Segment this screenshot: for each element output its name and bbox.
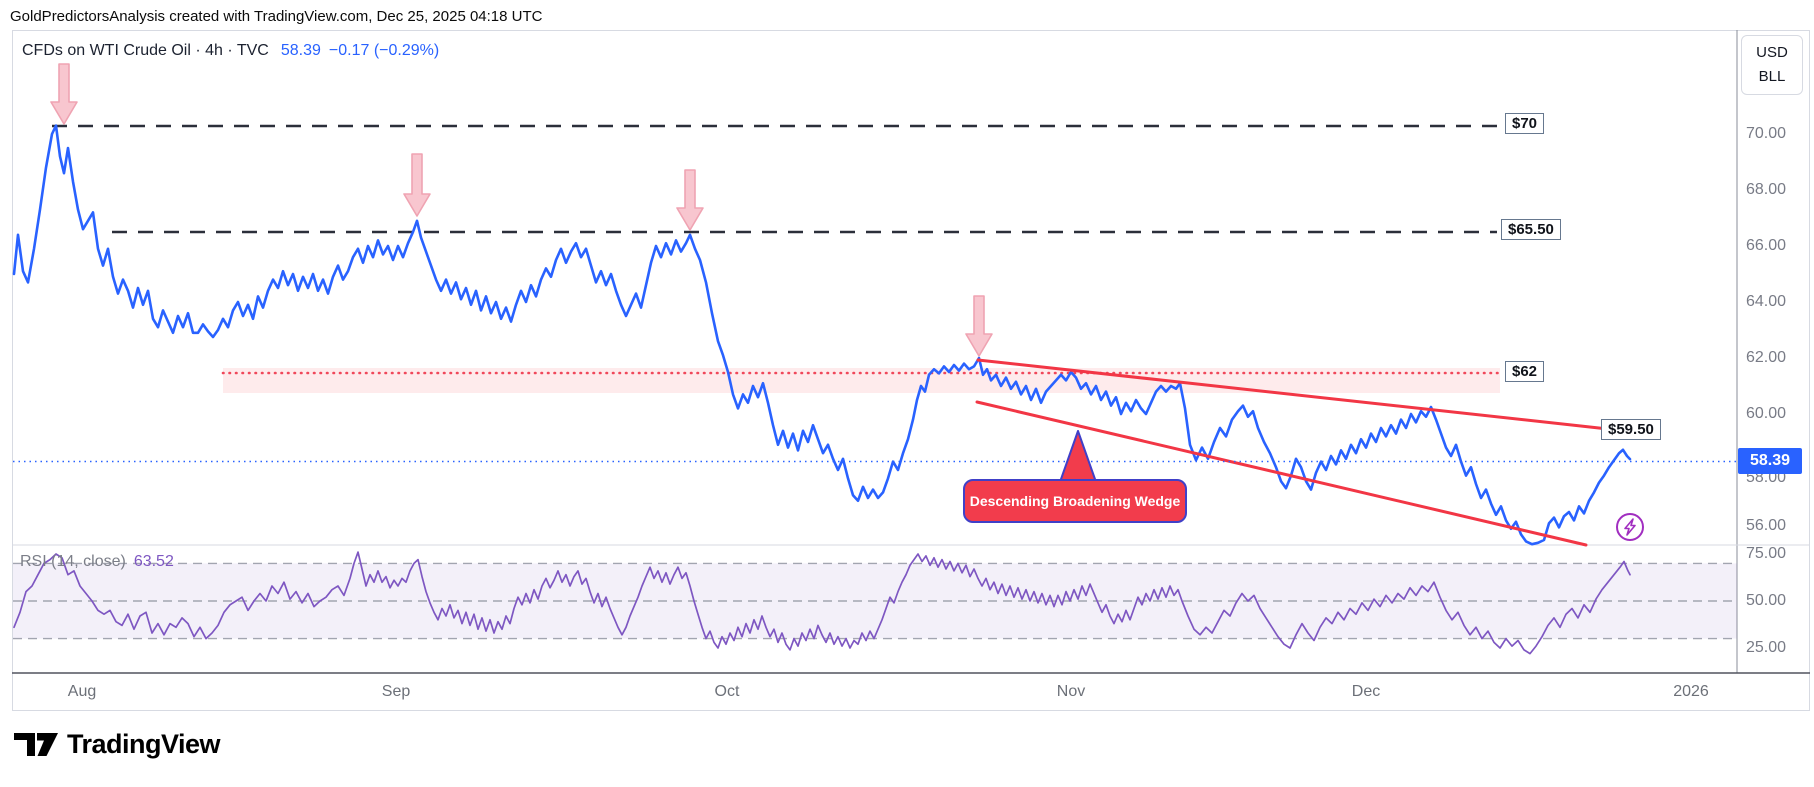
unit-currency: USD [1756,44,1788,61]
rsi-tick-label: 50.00 [1746,592,1787,609]
attribution-text: GoldPredictorsAnalysis created with Trad… [10,8,543,25]
price-tick-label: 62.00 [1746,349,1787,366]
unit-currency-box: USD BLL [1741,35,1803,95]
rsi-tick-label: 25.00 [1746,639,1787,656]
price-tick-label: 66.00 [1746,237,1787,254]
supply-zone-band[interactable] [223,368,1500,393]
tradingview-logo-icon [14,733,58,756]
price-tick-label: 60.00 [1746,405,1787,422]
wedge-trendline-lower[interactable] [975,400,1588,547]
brand-name: TradingView [67,728,221,759]
symbol-title[interactable]: CFDs on WTI Crude Oil · 4h · TVC 58.39 −0.… [22,42,439,60]
symbol-last-price: 58.39 [280,42,321,59]
price-level-label[interactable]: $59.50 [1601,419,1661,440]
down-arrow-marker[interactable] [676,169,704,231]
price-tick-label: 68.00 [1746,181,1787,198]
wedge-callout[interactable]: Descending Broadening Wedge [963,479,1187,523]
price-tick-label: 56.00 [1746,517,1787,534]
last-price-badge: 58.39 [1738,448,1802,474]
time-axis[interactable] [12,673,1810,710]
price-tick-label: 64.00 [1746,293,1787,310]
price-level-label[interactable]: $65.50 [1501,219,1561,240]
time-tick-label: Nov [1056,683,1086,700]
time-tick-label: Dec [1351,683,1381,700]
down-arrow-marker[interactable] [50,63,78,125]
time-tick-label: Sep [381,683,411,700]
price-tick-label: 70.00 [1746,125,1787,142]
wedge-trendline-upper[interactable] [976,358,1610,431]
price-line-series [12,124,1632,546]
flash-icon[interactable] [1616,513,1644,541]
rsi-value: 63.52 [133,553,174,570]
symbol-change: −0.17 (−0.29%) [328,42,440,59]
symbol-name: CFDs on WTI Crude Oil · 4h · TVC [22,42,269,59]
tradingview-logo[interactable]: TradingView [14,728,221,760]
rsi-label: RSI (14, close) [20,553,126,570]
price-level-label[interactable]: $70 [1505,113,1545,134]
time-tick-label: 2026 [1673,683,1709,700]
lightning-bolt-icon [1624,518,1636,536]
wedge-callout-pointer [1059,430,1097,483]
rsi-tick-label: 75.00 [1746,545,1787,562]
time-tick-label: Aug [67,683,97,700]
down-arrow-marker[interactable] [965,295,993,357]
down-arrow-marker[interactable] [403,153,431,217]
price-level-label[interactable]: $62 [1505,361,1545,382]
rsi-line-series [13,551,1631,655]
time-tick-label: Oct [714,683,740,700]
rsi-indicator-title[interactable]: RSI (14, close) 63.52 [20,553,174,571]
chart-frame [12,30,1810,711]
unit-measure: BLL [1758,68,1786,85]
